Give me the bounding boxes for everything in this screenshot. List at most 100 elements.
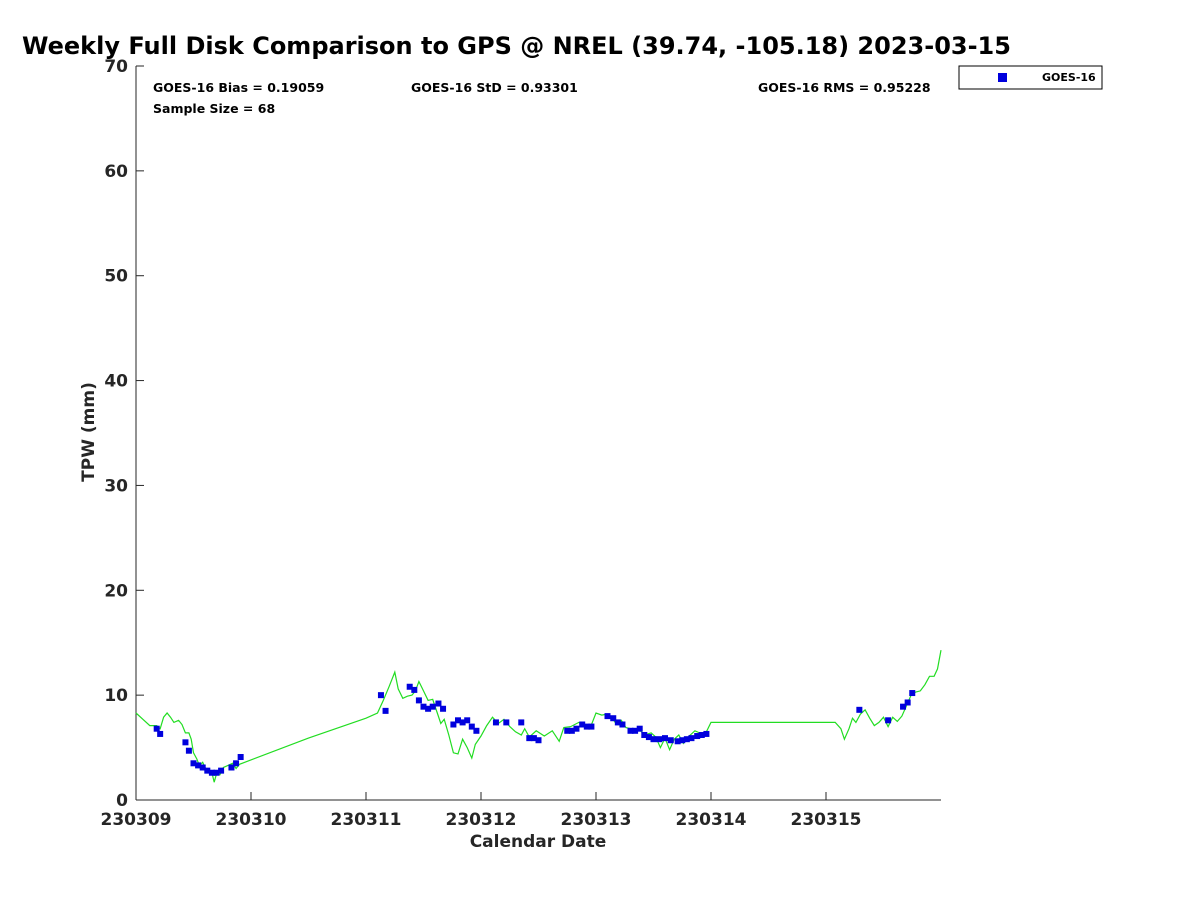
goes-data-point (450, 721, 457, 728)
goes-series (153, 683, 916, 776)
goes-data-point (645, 734, 652, 741)
y-tick-label: 0 (116, 791, 128, 811)
rms-stat: GOES-16 RMS = 0.95228 (758, 80, 931, 95)
goes-data-point (503, 719, 510, 726)
goes-data-point (573, 725, 580, 732)
goes-data-point (604, 713, 611, 720)
y-axis-ticks: 0 10 20 30 40 50 60 70 (104, 57, 144, 811)
goes-data-point (688, 735, 695, 742)
goes-data-point (900, 703, 907, 710)
y-tick-label: 10 (104, 686, 128, 706)
goes-data-point (415, 697, 422, 704)
legend-label-goes-16: GOES-16 (1042, 71, 1096, 84)
goes-data-point (679, 737, 686, 744)
goes-data-point (619, 721, 626, 728)
goes-data-point (610, 715, 617, 722)
goes-data-point (636, 725, 643, 732)
goes-data-point (526, 735, 533, 742)
goes-data-point (237, 754, 244, 761)
goes-data-point (909, 690, 916, 697)
goes-data-point (377, 692, 384, 699)
gps-series (135, 649, 942, 783)
goes-data-point (518, 719, 525, 726)
legend-swatch-goes-16 (998, 73, 1007, 82)
goes-data-point (656, 736, 663, 743)
goes-data-point (694, 733, 701, 740)
bias-stat: GOES-16 Bias = 0.19059 (153, 80, 324, 95)
goes-data-point (185, 747, 192, 754)
x-tick-label: 230312 (446, 810, 517, 830)
y-tick-label: 30 (104, 476, 128, 496)
y-tick-label: 50 (104, 267, 128, 287)
goes-data-point (568, 727, 575, 734)
goes-data-point (473, 727, 480, 734)
goes-data-point (683, 736, 690, 743)
y-tick-label: 40 (104, 372, 128, 392)
x-tick-label: 230310 (216, 810, 287, 830)
goes-data-point (195, 762, 202, 769)
y-tick-label: 60 (104, 162, 128, 182)
goes-data-point (579, 721, 586, 728)
goes-data-point (535, 737, 542, 744)
goes-data-point (213, 769, 220, 776)
x-tick-label: 230313 (561, 810, 632, 830)
x-tick-label: 230314 (676, 810, 747, 830)
goes-data-point (904, 699, 911, 706)
goes-data-point (208, 769, 215, 776)
plot-axes (135, 66, 941, 801)
goes-data-point (228, 764, 235, 771)
goes-data-point (435, 700, 442, 707)
goes-data-point (182, 739, 189, 746)
y-tick-label: 70 (104, 57, 128, 77)
goes-data-point (588, 723, 595, 730)
x-tick-label: 230311 (331, 810, 402, 830)
goes-data-point (564, 727, 571, 734)
std-stat: GOES-16 StD = 0.93301 (411, 80, 578, 95)
goes-data-point (703, 730, 710, 737)
legend: GOES-16 (958, 65, 1103, 90)
goes-data-point (662, 735, 668, 742)
x-axis-label: Calendar Date (470, 832, 607, 852)
goes-data-point (650, 736, 657, 743)
goes-data-point (382, 707, 389, 714)
goes-data-point (583, 723, 590, 730)
goes-data-point (885, 717, 892, 724)
goes-data-point (856, 706, 863, 713)
stats-box: GOES-16 Bias = 0.19059 GOES-16 StD = 0.9… (153, 80, 931, 116)
y-tick-label: 20 (104, 581, 128, 601)
goes-data-point (530, 735, 537, 742)
goes-data-point (204, 767, 211, 774)
x-tick-label: 230309 (101, 810, 172, 830)
gps-line (135, 649, 942, 783)
goes-data-point (464, 717, 471, 724)
goes-data-point (218, 767, 225, 774)
goes-data-point (698, 731, 705, 738)
goes-data-point (233, 760, 240, 767)
goes-data-point (153, 725, 160, 732)
x-axis-ticks: 230309 230310 230311 230312 230313 230314 2303… (101, 792, 862, 830)
legend-box (958, 65, 1103, 90)
goes-data-point (492, 719, 499, 726)
goes-data-point (199, 764, 206, 771)
goes-data-point (406, 683, 413, 690)
goes-data-point (674, 738, 681, 745)
goes-data-point (614, 719, 621, 726)
goes-data-point (429, 703, 436, 710)
sample-size-stat: Sample Size = 68 (153, 101, 275, 116)
goes-data-point (425, 705, 432, 712)
goes-data-point (440, 705, 447, 712)
goes-data-point (411, 686, 418, 693)
goes-data-point (455, 717, 461, 724)
goes-data-point (459, 719, 466, 726)
goes-data-point (468, 723, 475, 730)
x-tick-label: 230315 (791, 810, 862, 830)
goes-data-point (667, 737, 674, 744)
y-axis-label: TPW (mm) (79, 382, 99, 482)
goes-data-point (157, 730, 164, 737)
goes-data-point (420, 703, 427, 710)
chart-title: Weekly Full Disk Comparison to GPS @ NRE… (22, 32, 1011, 60)
goes-data-point (641, 731, 648, 738)
goes-data-point (632, 727, 639, 734)
goes-data-point (190, 760, 197, 767)
